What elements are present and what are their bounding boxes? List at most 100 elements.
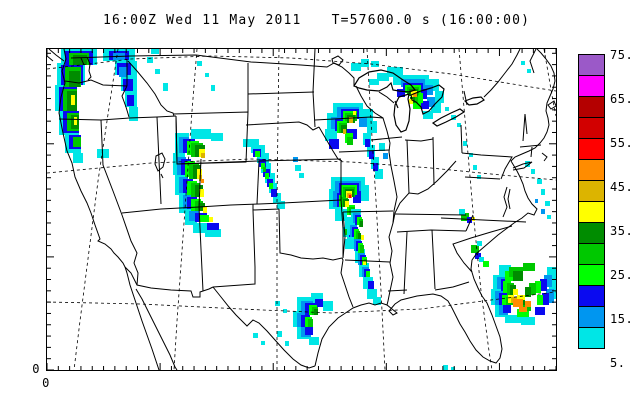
radar-cell xyxy=(542,293,549,305)
radar-cell xyxy=(343,129,346,134)
radar-cell xyxy=(325,129,337,141)
radar-cell xyxy=(393,77,401,85)
radar-cell xyxy=(309,337,319,345)
radar-cell xyxy=(371,61,379,67)
radar-cell xyxy=(435,91,444,103)
radar-cell xyxy=(253,333,258,338)
radar-cell xyxy=(483,261,489,267)
title-timestamp: 16:00Z Wed 11 May 2011 xyxy=(103,13,302,28)
radar-cell xyxy=(529,283,536,295)
radar-cell xyxy=(544,275,552,287)
radar-cell xyxy=(283,309,287,313)
radar-cell xyxy=(360,245,364,253)
radar-cell xyxy=(375,169,383,179)
y-axis-tick-label: 0 xyxy=(32,362,40,376)
radar-cell xyxy=(211,85,215,91)
radar-cell xyxy=(525,287,531,297)
radar-cell xyxy=(427,97,435,107)
radar-cell xyxy=(373,297,381,305)
colorbar-swatch xyxy=(578,327,605,349)
radar-cell xyxy=(503,305,511,313)
radar-cell xyxy=(369,79,379,85)
radar-cell xyxy=(379,143,385,151)
radar-cell xyxy=(368,281,374,289)
colorbar-label: 5. xyxy=(610,356,626,370)
radar-cell xyxy=(299,173,304,178)
radar-cell xyxy=(473,165,477,170)
radar-cell xyxy=(467,217,472,223)
radar-cell xyxy=(421,101,429,109)
radar-cell xyxy=(517,309,529,317)
radar-cell xyxy=(323,301,333,311)
radar-cell xyxy=(191,129,211,139)
radar-cell xyxy=(271,189,277,197)
radar-cell xyxy=(189,211,199,221)
radar-cell xyxy=(525,301,531,307)
radar-cell xyxy=(73,153,83,163)
radar-cell xyxy=(360,221,363,227)
radar-cell xyxy=(308,319,313,327)
radar-cell xyxy=(537,295,543,305)
radar-cell xyxy=(541,209,545,214)
radar-cell xyxy=(351,63,361,71)
radar-cell xyxy=(513,271,523,281)
radar-cell xyxy=(517,295,525,300)
us-radar-map xyxy=(47,49,556,370)
radar-cell xyxy=(414,94,417,97)
radar-cell xyxy=(463,141,467,146)
radar-cell xyxy=(361,59,369,67)
radar-cell xyxy=(469,153,473,157)
radar-cell xyxy=(305,327,313,335)
radar-cell xyxy=(197,169,202,179)
colorbar-swatch xyxy=(578,117,605,139)
radar-cell xyxy=(521,317,535,325)
radar-cell xyxy=(265,173,275,183)
radar-cell xyxy=(311,293,323,303)
radar-cell xyxy=(471,245,479,253)
radar-cell xyxy=(537,179,542,184)
radar-cell xyxy=(361,235,364,240)
radar-cell xyxy=(97,149,109,158)
radar-cell xyxy=(363,261,366,265)
radar-cell xyxy=(119,67,127,77)
radar-cell xyxy=(477,241,482,246)
radar-cell xyxy=(155,69,160,74)
radar-cell xyxy=(541,189,545,195)
radar-cell xyxy=(535,199,538,203)
radar-cell xyxy=(277,331,282,337)
radar-cell xyxy=(423,85,433,95)
radar-cell xyxy=(461,213,469,221)
radar-cell xyxy=(387,67,403,77)
colorbar-swatch xyxy=(578,96,605,118)
plot-title: 16:00Z Wed 11 May 2011 T=57600.0 s (16:00… xyxy=(103,13,530,28)
radar-cell xyxy=(129,107,138,121)
radar-cell xyxy=(71,95,75,105)
radar-cell xyxy=(74,117,77,125)
colorbar-label: 15. xyxy=(610,312,634,326)
radar-cell xyxy=(285,341,289,346)
radar-cell xyxy=(477,175,481,179)
radar-cell xyxy=(127,95,134,106)
colorbar-swatch xyxy=(578,306,605,328)
radar-cell xyxy=(365,139,370,147)
radar-cell xyxy=(367,121,377,133)
radar-cell xyxy=(377,73,389,81)
radar-cell xyxy=(73,55,87,65)
colorbar-swatch xyxy=(578,180,605,202)
radar-cell xyxy=(243,139,259,147)
radar-cell xyxy=(373,163,378,171)
radar-cell xyxy=(523,263,535,271)
radar-cell xyxy=(535,307,545,315)
radar-cell xyxy=(199,215,209,222)
colorbar-label: 65. xyxy=(610,92,634,106)
radar-cell xyxy=(275,301,280,306)
radar-cell xyxy=(479,257,484,262)
colorbar xyxy=(578,54,605,349)
radar-cell xyxy=(265,173,269,179)
radar-cell xyxy=(315,299,323,307)
colorbar-swatch xyxy=(578,159,605,181)
radar-cell xyxy=(369,151,374,159)
radar-cell xyxy=(353,191,361,203)
colorbar-swatch xyxy=(578,264,605,286)
